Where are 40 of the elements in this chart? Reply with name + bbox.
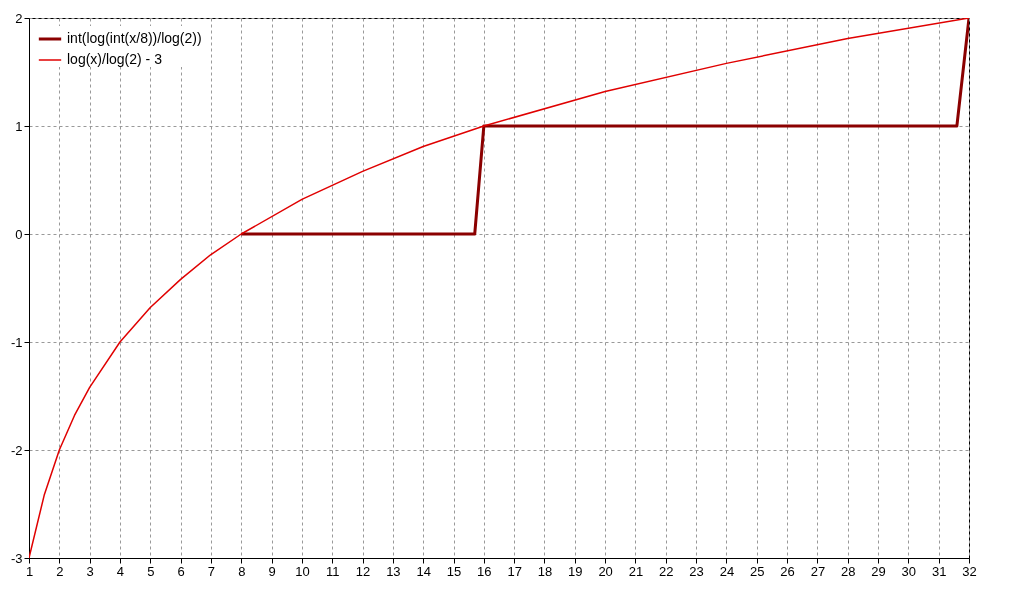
x-tick-label: 18 (537, 563, 553, 579)
x-tick-label: 10 (295, 563, 310, 579)
x-tick-label: 32 (962, 563, 977, 579)
x-tick-label: 8 (238, 563, 246, 579)
x-tick-label: 3 (86, 563, 94, 579)
x-tick-label: 11 (325, 563, 340, 579)
x-tick-label: 12 (355, 563, 371, 579)
y-tick-label: -3 (10, 550, 23, 566)
x-tick-label: 27 (810, 563, 826, 579)
y-tick-label: -1 (10, 334, 23, 350)
x-tick-label: 31 (931, 563, 947, 579)
x-tick-label: 16 (477, 563, 492, 579)
y-tick-label: 0 (15, 226, 23, 242)
y-tick-label: -2 (10, 442, 23, 458)
x-tick-label: 7 (207, 563, 216, 579)
x-tick-label: 21 (628, 563, 644, 579)
x-tick-label: 23 (689, 563, 704, 579)
x-tick-label: 17 (507, 563, 522, 579)
x-tick-label: 24 (719, 563, 735, 579)
x-tick-label: 29 (871, 563, 886, 579)
x-tick-label: 20 (598, 563, 613, 579)
y-tick-label: 1 (15, 118, 23, 134)
x-tick-label: 2 (56, 563, 64, 579)
x-tick-label: 28 (840, 563, 856, 579)
x-tick-label: 14 (416, 563, 431, 579)
x-tick-label: 6 (177, 563, 185, 579)
x-tick-label: 22 (659, 563, 674, 579)
x-tick-label: 13 (386, 563, 401, 579)
x-tick-label: 25 (750, 563, 765, 579)
legend-label: log(x)/log(2) - 3 (67, 51, 163, 67)
y-tick-label: 2 (15, 10, 23, 26)
x-tick-label: 15 (446, 563, 462, 579)
x-tick-label: 26 (780, 563, 795, 579)
x-tick-label: 30 (901, 563, 917, 579)
x-tick-label: 9 (268, 563, 276, 579)
x-tick-label: 4 (116, 563, 125, 579)
x-tick-label: 1 (25, 563, 34, 579)
x-tick-label: 19 (568, 563, 583, 579)
legend-label: int(log(int(x/8))/log(2)) (67, 30, 202, 46)
x-tick-label: 5 (147, 563, 155, 579)
